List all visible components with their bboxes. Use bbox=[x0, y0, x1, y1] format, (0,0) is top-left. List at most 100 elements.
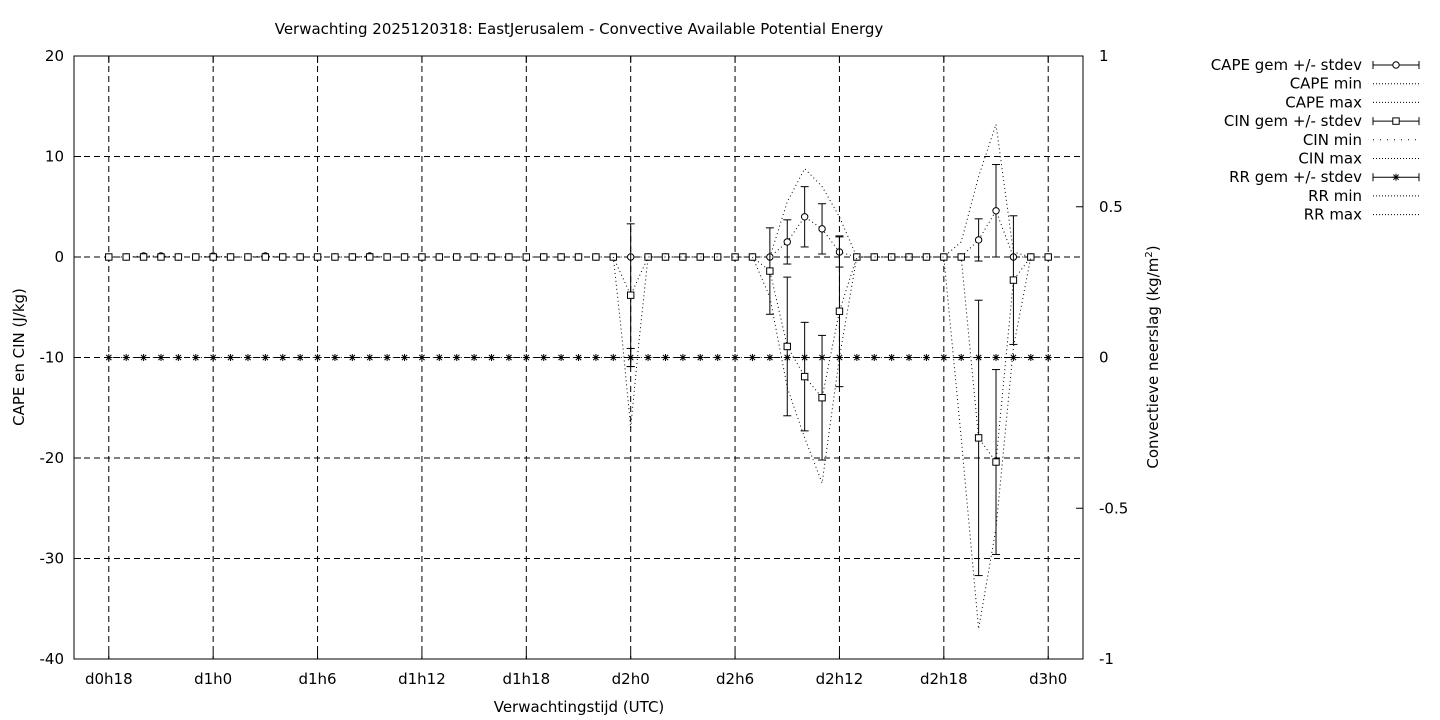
data-point bbox=[818, 394, 826, 402]
y-tick-label: 0 bbox=[54, 248, 64, 266]
data-point bbox=[557, 354, 565, 361]
data-point bbox=[800, 213, 809, 221]
legend-label: CIN gem +/- stdev bbox=[1224, 112, 1362, 130]
data-point bbox=[627, 354, 635, 361]
x-tick-label: d1h6 bbox=[298, 670, 336, 688]
data-point bbox=[870, 253, 878, 261]
data-point bbox=[835, 307, 844, 315]
data-point bbox=[801, 354, 809, 361]
data-point bbox=[453, 354, 461, 361]
series-1 bbox=[769, 124, 1031, 258]
data-point bbox=[226, 253, 235, 261]
data-point bbox=[435, 253, 444, 261]
legend-label: CAPE gem +/- stdev bbox=[1211, 56, 1362, 74]
data-point bbox=[609, 354, 617, 361]
data-point bbox=[522, 354, 530, 361]
data-point bbox=[366, 354, 374, 361]
data-point bbox=[835, 354, 843, 361]
data-point bbox=[400, 253, 409, 261]
data-point bbox=[331, 354, 339, 361]
legend-marker bbox=[1392, 61, 1400, 69]
data-point bbox=[435, 354, 443, 361]
data-point bbox=[192, 354, 200, 361]
x-tick-label: d1h0 bbox=[194, 670, 232, 688]
data-point bbox=[279, 354, 287, 361]
data-point bbox=[139, 253, 148, 261]
data-point bbox=[540, 253, 548, 261]
data-point bbox=[992, 458, 1000, 466]
data-point bbox=[1009, 276, 1018, 284]
data-point bbox=[644, 253, 652, 261]
data-point bbox=[487, 253, 496, 261]
data-point bbox=[696, 253, 704, 261]
data-point bbox=[505, 354, 513, 361]
data-point bbox=[783, 342, 791, 351]
data-point bbox=[574, 253, 583, 261]
x-tick-label: d2h0 bbox=[612, 670, 650, 688]
y-tick-label: 20 bbox=[45, 47, 64, 65]
data-point bbox=[105, 354, 113, 361]
data-point bbox=[888, 354, 896, 361]
data-point bbox=[1009, 354, 1017, 361]
data-point bbox=[679, 354, 687, 361]
data-point bbox=[174, 354, 182, 361]
data-point bbox=[661, 354, 669, 361]
data-point bbox=[818, 225, 826, 233]
data-point bbox=[261, 354, 269, 361]
data-point bbox=[922, 253, 931, 261]
series-4 bbox=[105, 347, 1052, 368]
data-point bbox=[488, 354, 496, 361]
legend-label: CIN max bbox=[1298, 150, 1362, 168]
data-point bbox=[696, 354, 704, 361]
y-tick-label: 10 bbox=[45, 148, 64, 166]
y2-tick-label: 1 bbox=[1099, 47, 1109, 65]
data-point bbox=[853, 354, 861, 361]
data-point bbox=[314, 354, 322, 361]
data-point bbox=[522, 253, 531, 261]
y-axis-label: CAPE en CIN (J/kg) bbox=[10, 288, 28, 426]
data-point bbox=[157, 253, 165, 261]
data-point bbox=[192, 253, 200, 261]
y2-tick-label: 0.5 bbox=[1099, 198, 1123, 216]
data-point bbox=[870, 354, 878, 361]
data-point bbox=[470, 354, 478, 361]
data-point bbox=[453, 253, 461, 261]
data-point bbox=[244, 253, 252, 261]
data-point bbox=[575, 354, 582, 361]
legend-item: CIN gem +/- stdev bbox=[1224, 112, 1420, 130]
x-tick-label: d0h18 bbox=[85, 670, 133, 688]
legend-item: CIN min bbox=[1303, 131, 1419, 149]
data-point bbox=[1044, 354, 1052, 361]
y-tick-label: -10 bbox=[40, 349, 65, 367]
data-point bbox=[783, 238, 791, 246]
legend-label: CIN min bbox=[1303, 131, 1362, 149]
data-point bbox=[401, 354, 409, 361]
data-point bbox=[592, 354, 600, 361]
legend-label: CAPE max bbox=[1285, 93, 1362, 111]
data-point bbox=[331, 253, 339, 261]
y2-tick-label: -1 bbox=[1099, 650, 1114, 668]
x-tick-label: d2h18 bbox=[920, 670, 968, 688]
chart-title: Verwachting 2025120318: EastJerusalem - … bbox=[275, 20, 884, 38]
data-point bbox=[313, 253, 322, 261]
data-point bbox=[853, 253, 861, 261]
data-point bbox=[714, 354, 722, 361]
data-point bbox=[157, 354, 165, 361]
data-point bbox=[1027, 253, 1035, 261]
x-tick-label: d2h12 bbox=[816, 670, 864, 688]
data-point bbox=[609, 253, 617, 261]
legend-item: CAPE max bbox=[1285, 93, 1419, 111]
x-tick-label: d3h0 bbox=[1029, 670, 1067, 688]
y2-axis-label-sup: 2 bbox=[1144, 251, 1155, 257]
data-point bbox=[905, 253, 913, 261]
data-point bbox=[122, 354, 130, 361]
legend-marker bbox=[1392, 173, 1400, 181]
y2-tick-label: 0 bbox=[1099, 349, 1109, 367]
x-tick-label: d1h18 bbox=[502, 670, 550, 688]
series-line bbox=[769, 124, 1031, 258]
data-point bbox=[244, 354, 252, 361]
data-point bbox=[174, 253, 183, 261]
data-point bbox=[783, 354, 791, 361]
